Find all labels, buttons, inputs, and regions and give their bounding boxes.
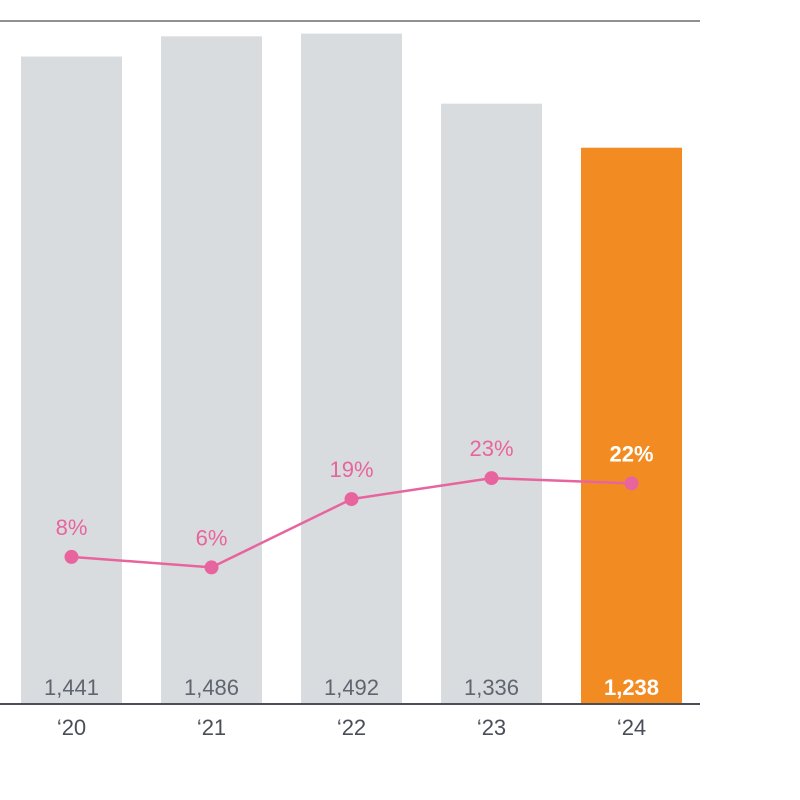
bar-value-label-4: 1,238 [604, 675, 659, 700]
bar-value-label-1: 1,486 [184, 675, 239, 700]
line-point-0 [64, 549, 79, 564]
line-point-3 [484, 471, 499, 486]
line-value-label-4: 22% [609, 441, 653, 466]
bar-2 [301, 33, 402, 704]
x-tick-labels: ‘20 ‘21 ‘22 ‘23 ‘24 [57, 715, 646, 740]
bar-value-label-2: 1,492 [324, 675, 379, 700]
line-value-label-2: 19% [329, 457, 373, 482]
line-value-label-0: 8% [56, 515, 88, 540]
line-point-2 [344, 492, 359, 507]
bar-3 [441, 103, 542, 704]
labels: 1,441 1,486 1,492 1,336 1,238 8% 6% 19% 23% 22% [44, 436, 659, 700]
line-value-label-1: 6% [196, 525, 228, 550]
bar-value-label-0: 1,441 [44, 675, 99, 700]
percentage-line [64, 471, 639, 575]
bar-value-label-3: 1,336 [464, 675, 519, 700]
bar-4 [581, 147, 682, 704]
x-tick-label-3: ‘23 [477, 715, 506, 740]
line-value-label-3: 23% [469, 436, 513, 461]
x-tick-label-4: ‘24 [617, 715, 646, 740]
line-point-4 [624, 476, 639, 491]
bar-1 [161, 36, 262, 704]
x-tick-label-2: ‘22 [337, 715, 366, 740]
x-tick-label-0: ‘20 [57, 715, 86, 740]
bars [21, 33, 682, 704]
line-point-1 [204, 560, 219, 575]
bar-0 [21, 56, 122, 704]
x-tick-label-1: ‘21 [197, 715, 226, 740]
